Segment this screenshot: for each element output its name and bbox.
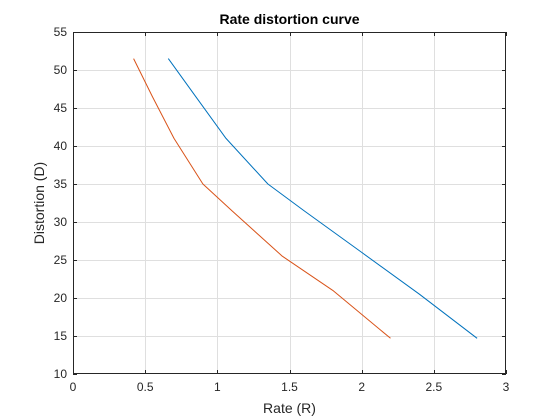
x-tick-label: 1 (214, 380, 221, 394)
axis-ticks: 0 0.5 1 1.5 2 2.5 3 10 15 20 25 30 35 40 45 50 55 (54, 25, 510, 394)
x-tick-label: 0.5 (137, 380, 154, 394)
y-tick-label: 35 (54, 177, 68, 191)
y-axis-label: Distortion (D) (31, 162, 47, 244)
series-layer (133, 58, 478, 339)
x-tick-label: 2 (358, 380, 365, 394)
y-tick-label: 20 (54, 291, 68, 305)
y-tick-label: 40 (54, 139, 68, 153)
y-tick-label: 50 (54, 63, 68, 77)
plot-area-background (73, 32, 506, 374)
chart-title: Rate distortion curve (219, 11, 359, 27)
y-tick-label: 55 (54, 25, 68, 39)
y-tick-label: 30 (54, 215, 68, 229)
x-tick-label: 1.5 (281, 380, 298, 394)
x-tick-label: 3 (503, 380, 510, 394)
y-tick-label: 15 (54, 329, 68, 343)
series-line-2 (133, 58, 391, 339)
y-tick-label: 45 (54, 101, 68, 115)
series-line-1 (167, 58, 478, 339)
x-axis-label: Rate (R) (263, 400, 316, 416)
x-tick-label: 2.5 (425, 380, 442, 394)
y-tick-label: 10 (54, 367, 68, 381)
x-tick-label: 0 (70, 380, 77, 394)
y-tick-label: 25 (54, 253, 68, 267)
grid-lines (73, 32, 506, 374)
plot-area-frame (73, 32, 506, 374)
